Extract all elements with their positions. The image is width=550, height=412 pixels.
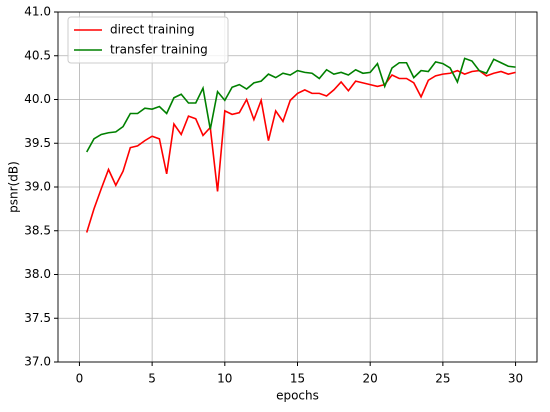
x-axis-label: epochs: [276, 389, 319, 403]
series-line: [86, 57, 516, 153]
legend-box: [67, 16, 229, 64]
x-tick-label: 0: [76, 372, 84, 386]
legend-label: transfer training: [110, 43, 208, 57]
y-tick-label: 38.0: [24, 267, 51, 281]
plot-frame: [57, 11, 538, 363]
y-axis-label: psnr(dB): [7, 161, 21, 213]
y-tick-label: 40.5: [24, 48, 51, 62]
y-tick-label: 37.5: [24, 311, 51, 325]
x-tick-label: 25: [435, 372, 450, 386]
y-tick-label: 40.0: [24, 92, 51, 106]
y-tick-label: 38.5: [24, 223, 51, 237]
y-tick-label: 39.5: [24, 136, 51, 150]
x-tick-label: 15: [290, 372, 305, 386]
series-line: [85, 69, 516, 233]
x-tick-label: 5: [148, 372, 156, 386]
legend-label: direct training: [110, 23, 195, 37]
y-tick-label: 37.0: [24, 355, 51, 369]
x-tick-label: 10: [217, 372, 232, 386]
y-tick-label: 41.0: [24, 5, 51, 19]
x-tick-label: 30: [508, 372, 523, 386]
x-tick-label: 20: [363, 372, 378, 386]
y-tick-label: 39.0: [24, 180, 51, 194]
